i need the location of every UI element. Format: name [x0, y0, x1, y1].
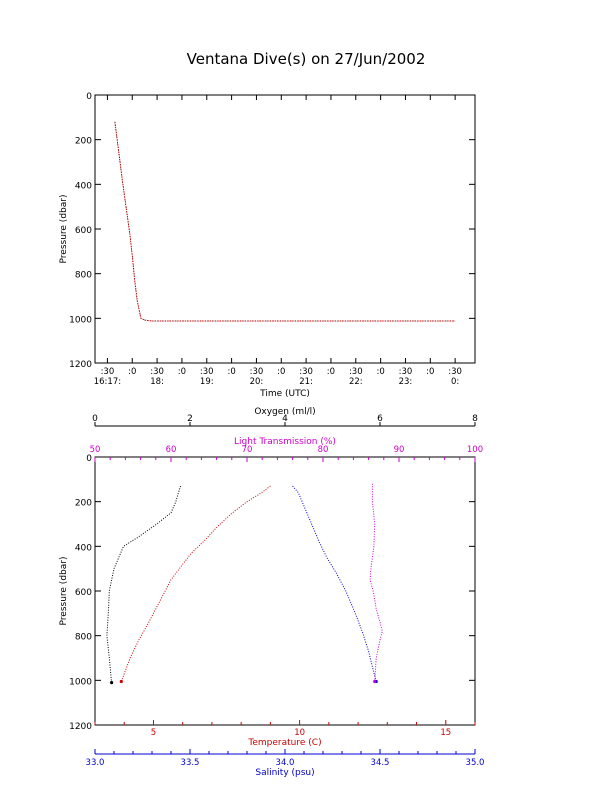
bottom-y-tick-label: 400	[75, 543, 92, 553]
pressure-vs-time-chart: 0 200 400 600 800 1000 1200 Pressure (dbar) :30:…	[59, 92, 476, 399]
temperature-axis-label: Temperature (C)	[247, 738, 321, 748]
salinity-tick-label: 35.0	[466, 758, 485, 768]
bottom-y-tick-label: 600	[75, 588, 92, 598]
top-x-hour-label: 16:17:	[94, 377, 121, 387]
top-y-axis-label: Pressure (dbar)	[59, 195, 69, 264]
top-x-tick-label: :0	[227, 367, 235, 377]
top-x-tick-label: :0	[277, 367, 285, 377]
top-y-tick-label: 200	[75, 137, 92, 147]
top-x-hour-label: 23:	[399, 377, 413, 387]
salinity-tick-label: 33.5	[181, 758, 200, 768]
temperature-profile	[120, 485, 271, 682]
oxygen-profile-end	[110, 681, 114, 685]
light-transmission-tick-label: 80	[318, 445, 329, 455]
top-plot-frame	[94, 94, 476, 364]
light-transmission-tick-label: 70	[242, 445, 253, 455]
bottom-y-tick-label: 0	[86, 454, 92, 464]
oxygen-tick-label: 6	[377, 414, 383, 424]
top-x-hour-label: 21:	[299, 377, 313, 387]
pressure-trace-overlay	[114, 121, 456, 322]
top-y-tick-label: 800	[75, 271, 92, 281]
top-x-tick-label: :0	[128, 367, 136, 377]
light-transmission-tick-label: 60	[166, 445, 177, 455]
top-y-tick-label: 1000	[69, 315, 92, 325]
top-x-tick-label: :30	[349, 367, 363, 377]
pressure-trace	[114, 121, 456, 322]
top-x-tick-label: :30	[250, 367, 264, 377]
temperature-tick-label: 10	[294, 728, 305, 738]
light-transmission-profile-end	[373, 679, 377, 684]
page-title: Ventana Dive(s) on 27/Jun/2002	[186, 50, 426, 68]
oxygen-tick-label: 0	[92, 414, 98, 424]
light-transmission-tick-label: 50	[90, 445, 101, 455]
temperature-tick-label: 15	[440, 728, 451, 738]
top-y-tick-label: 600	[75, 226, 92, 236]
oxygen-tick-label: 2	[187, 414, 193, 424]
temperature-tick-label: 5	[151, 728, 156, 738]
top-x-tick-label: :30	[200, 367, 214, 377]
salinity-tick-label: 34.5	[371, 758, 390, 768]
top-x-hour-label: 22:	[349, 377, 363, 387]
top-y-tick-label: 1200	[69, 360, 92, 370]
bottom-y-tick-label: 200	[75, 499, 92, 509]
light-transmission-tick-label: 100	[467, 445, 483, 455]
bottom-y-tick-label: 800	[75, 633, 92, 643]
oxygen-profile	[106, 485, 181, 683]
bottom-y-axis-label: Pressure (dbar)	[59, 557, 69, 626]
top-x-tick-label: :0	[426, 367, 434, 377]
top-x-tick-label: :30	[150, 367, 164, 377]
bottom-y-tick-label: 1000	[69, 677, 92, 687]
top-y-tick-label: 0	[86, 92, 92, 102]
bottom-y-tick-label: 1200	[69, 722, 92, 732]
top-x-hour-label: 18:	[150, 377, 164, 387]
salinity-tick-label: 33.0	[86, 758, 105, 768]
light-transmission-axis-label: Light Transmission (%)	[234, 437, 336, 447]
top-x-tick-label: :30	[448, 367, 462, 377]
top-x-tick-label: :30	[399, 367, 413, 377]
temperature-profile-end	[119, 679, 123, 684]
bottom-plot-frame	[94, 456, 476, 726]
top-x-hour-label: 20:	[250, 377, 264, 387]
light-transmission-profile	[369, 483, 383, 682]
top-x-tick-label: :0	[327, 367, 335, 377]
top-x-axis-label: Time (UTC)	[259, 389, 310, 399]
profile-chart: 0 200 400 600 800 1000 1200 Pressure (dbar) 0 2 4 6…	[59, 407, 484, 778]
top-x-tick-label: :30	[299, 367, 313, 377]
top-y-tick-label: 400	[75, 181, 92, 191]
oxygen-tick-label: 8	[472, 414, 478, 424]
oxygen-axis-label: Oxygen (ml/l)	[254, 407, 315, 417]
salinity-profile	[292, 485, 377, 682]
oxygen-tick-label: 4	[282, 414, 288, 424]
top-x-tick-label: :0	[376, 367, 384, 377]
light-transmission-tick-label: 90	[394, 445, 405, 455]
top-x-tick-label: :30	[101, 367, 115, 377]
salinity-tick-label: 34.0	[276, 758, 295, 768]
salinity-axis-label: Salinity (psu)	[255, 768, 314, 778]
top-x-hour-label: 19:	[200, 377, 214, 387]
top-x-hour-label: 0:	[451, 377, 459, 387]
top-x-tick-label: :0	[178, 367, 186, 377]
